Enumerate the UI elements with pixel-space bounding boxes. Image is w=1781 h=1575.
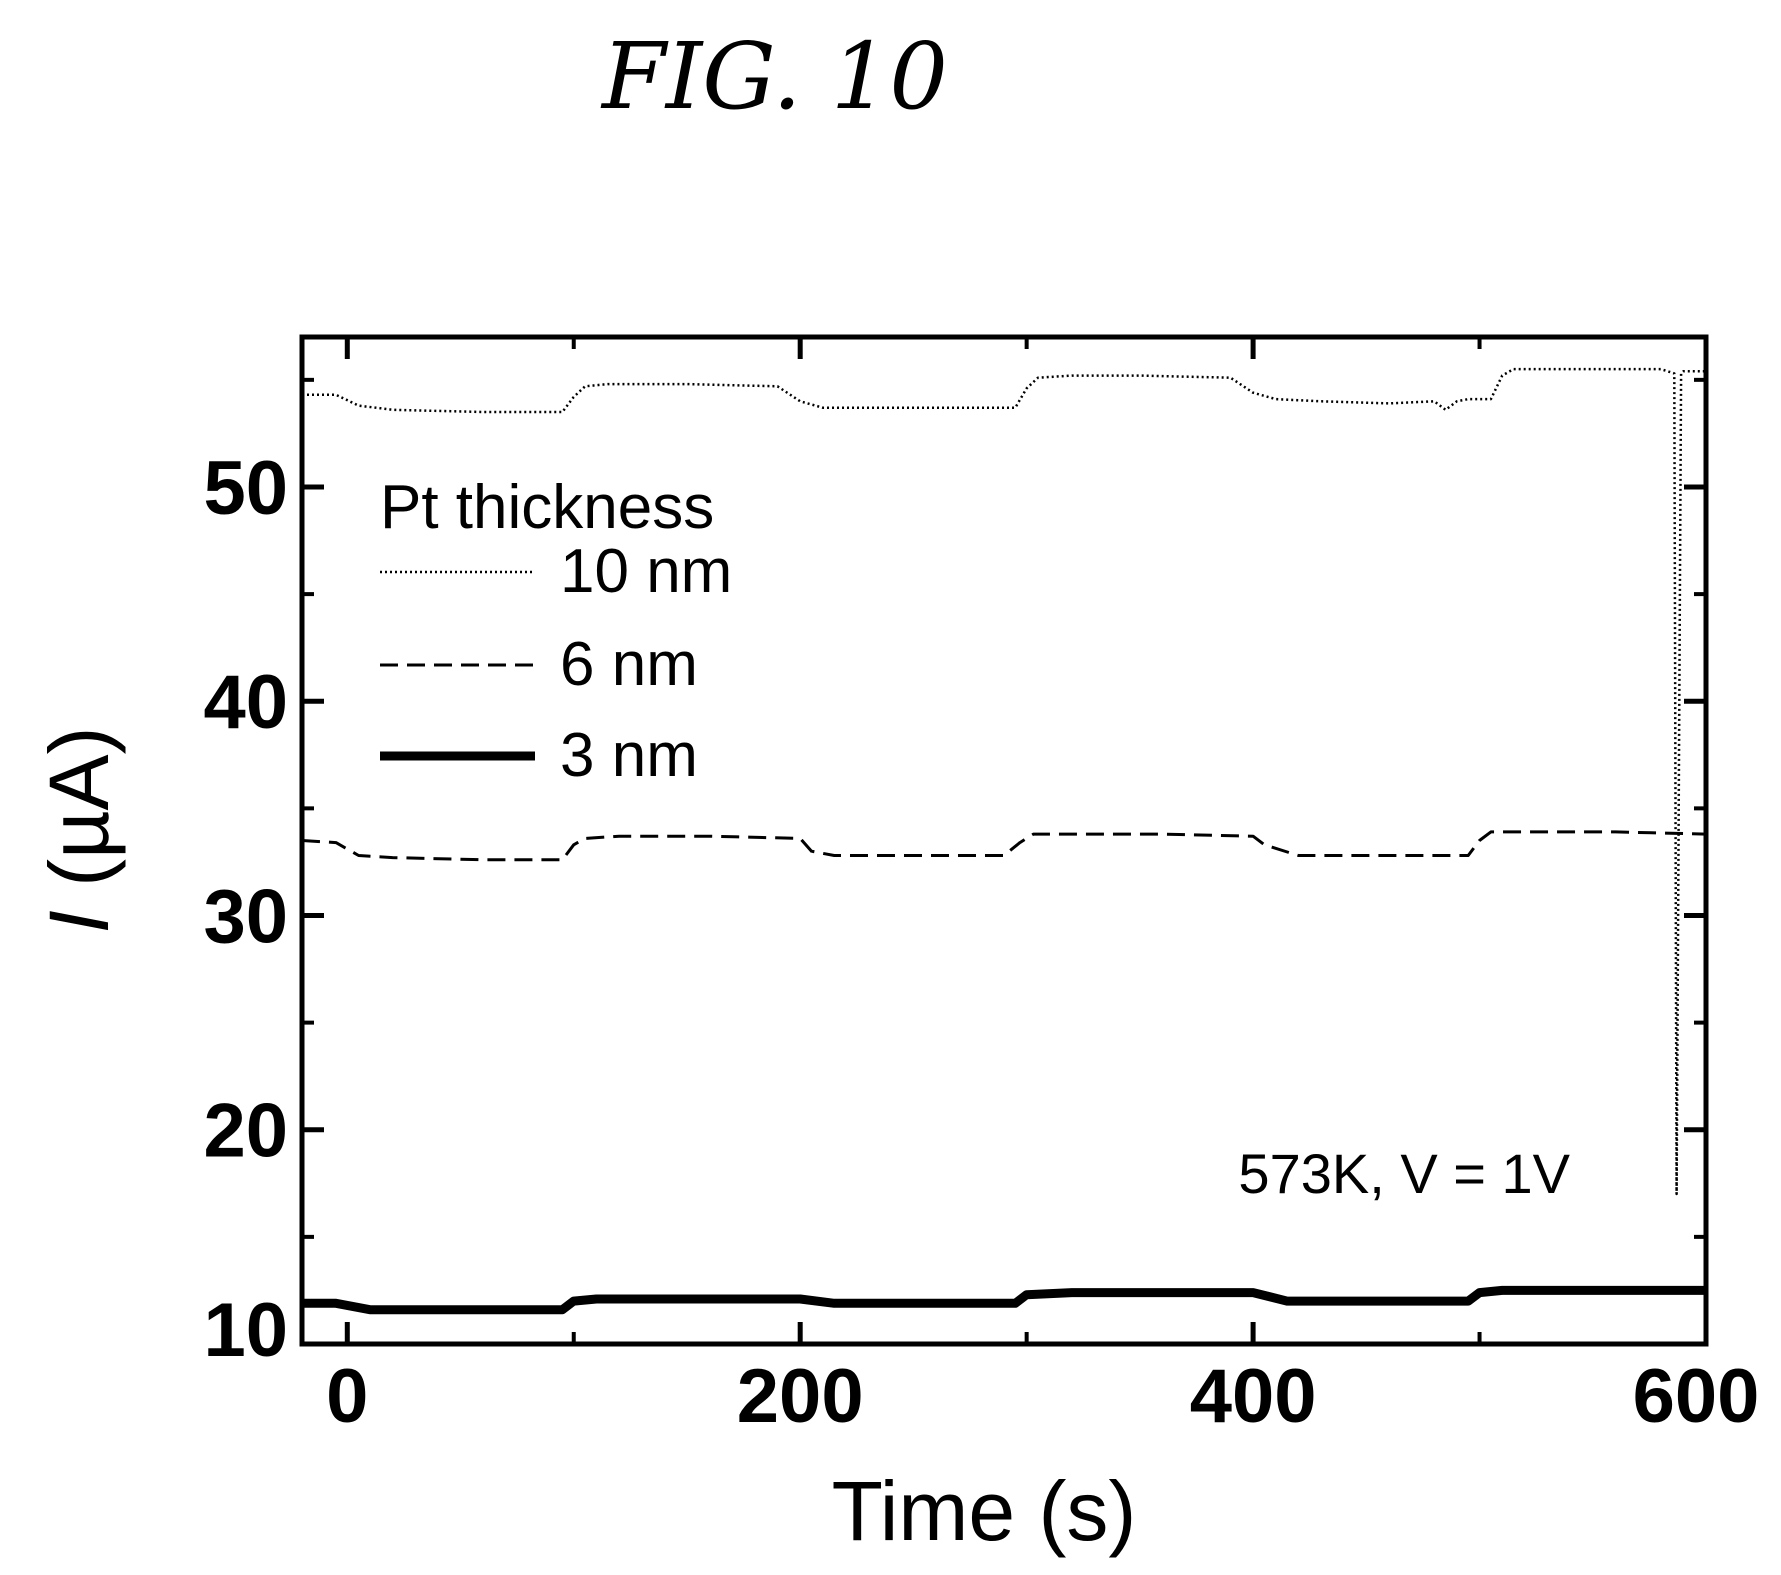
- legend: Pt thickness 10 nm 6 nm 3 nm: [380, 473, 732, 790]
- x-tick-label: 400: [1190, 1354, 1317, 1439]
- plot-frame: [299, 334, 1709, 1347]
- legend-label: 6 nm: [560, 630, 698, 699]
- y-tick-label: 40: [203, 660, 288, 745]
- y-tick-label: 50: [203, 446, 288, 531]
- y-tick-label: 30: [203, 874, 288, 959]
- legend-entries: 10 nm 6 nm 3 nm: [380, 537, 732, 790]
- legend-title: Pt thickness: [380, 473, 714, 542]
- series-line-6-nm: [301, 830, 1707, 862]
- ticks-layer: 0 200 400 600 10 20 30 40 50: [203, 337, 1759, 1439]
- y-axis-label: I (µA): [32, 726, 126, 933]
- x-axis-label: Time (s): [832, 1464, 1137, 1558]
- y-axis-label-unit: (µA): [32, 726, 126, 910]
- y-axis-label-symbol: I: [32, 910, 126, 933]
- x-tick-label: 0: [326, 1354, 368, 1439]
- figure-label: FIG. 10: [600, 23, 948, 130]
- conditions-annotation: 573K, V = 1V: [1238, 1142, 1570, 1205]
- x-tick-label: 200: [737, 1354, 864, 1439]
- plot-area: 0 200 400 600 10 20 30 40 50: [203, 334, 1759, 1439]
- legend-label: 3 nm: [560, 721, 698, 790]
- y-tick-label: 10: [203, 1288, 288, 1373]
- y-tick-label: 20: [203, 1089, 288, 1174]
- series-layer: [301, 367, 1707, 1315]
- x-tick-label: 600: [1633, 1354, 1760, 1439]
- legend-label: 10 nm: [560, 537, 732, 606]
- series-line-3-nm: [302, 1285, 1706, 1315]
